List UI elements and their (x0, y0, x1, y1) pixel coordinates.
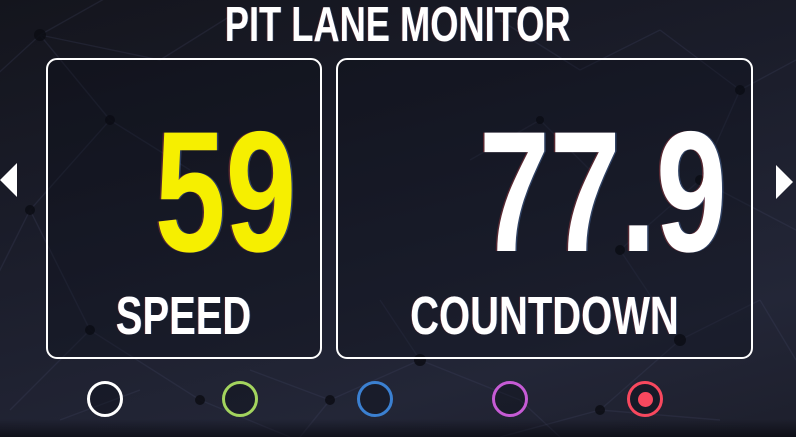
selected-dot-core (637, 391, 653, 407)
page-title-text: PIT LANE MONITOR (225, 0, 571, 52)
speed-value: 59 (154, 96, 296, 288)
speed-label: SPEED (116, 286, 252, 346)
page-dot-red[interactable] (627, 381, 663, 417)
page-title: PIT LANE MONITOR (0, 0, 796, 52)
page-dot-white[interactable] (87, 381, 123, 417)
prev-page-arrow-icon[interactable] (0, 163, 17, 197)
next-page-arrow-icon[interactable] (776, 165, 793, 199)
page-dot-blue[interactable] (357, 381, 393, 417)
countdown-value: 77.9 (479, 96, 727, 288)
speed-card[interactable]: 59 SPEED (46, 58, 322, 359)
countdown-card[interactable]: 77.9 COUNTDOWN (336, 58, 753, 359)
page-dot-purple[interactable] (492, 381, 528, 417)
page-indicators (87, 381, 663, 417)
countdown-label: COUNTDOWN (410, 286, 679, 346)
page-dot-green[interactable] (222, 381, 258, 417)
bottom-vignette (0, 419, 796, 437)
metric-cards: 59 SPEED 77.9 COUNTDOWN (46, 58, 753, 359)
